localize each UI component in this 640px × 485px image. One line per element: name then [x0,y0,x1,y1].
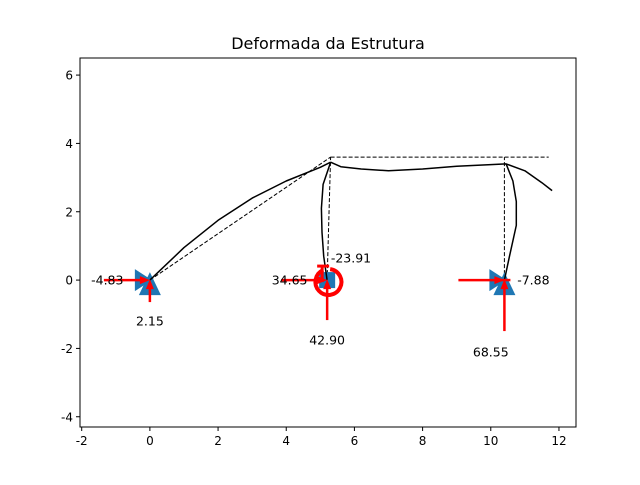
reaction-middle-vertical-arrowhead [323,279,332,290]
x-tick-label: 8 [419,434,427,448]
y-tick-label: 4 [65,137,73,151]
x-tick-label: 0 [146,434,154,448]
reaction-right-horizontal-arrowhead [494,276,505,285]
y-tick-label: -4 [61,410,73,424]
undeformed-member-2 [326,157,332,281]
deformed-member-1 [149,161,331,281]
x-axis-ticks: -2 0 2 4 6 8 10 12 [76,427,567,448]
x-tick-label: -2 [76,434,88,448]
plot-content [103,156,553,332]
axes-frame [79,57,577,428]
reaction-left-horizontal-arrowhead [139,276,150,285]
x-tick-label: 6 [351,434,359,448]
reaction-middle-vertical-label: 42.90 [309,332,345,347]
reaction-right-horizontal-label: -7.88 [517,273,549,288]
x-tick-label: 4 [282,434,290,448]
x-tick-label: 10 [483,434,498,448]
reaction-right-vertical-label: 68.55 [473,344,509,359]
x-tick-label: 2 [214,434,222,448]
y-tick-label: -2 [61,342,73,356]
y-axis-ticks: -4 -2 0 2 4 6 [61,69,80,424]
reaction-labels: -4.83 2.15 34.65 42.90 -23.91 -7.88 68.55 [91,250,549,359]
undeformed-member-1 [149,156,331,281]
reaction-left-vertical-label: 2.15 [136,314,164,329]
reaction-right-vertical-arrowhead [500,279,509,290]
plot-layer: -4.83 2.15 34.65 42.90 -23.91 -7.88 68.55 [91,156,553,359]
y-tick-label: 2 [65,205,73,219]
reaction-middle-horizontal-label: 34.65 [272,273,308,288]
deformed-member-3 [330,161,553,192]
reaction-left-horizontal-label: -4.83 [91,273,123,288]
y-tick-label: 0 [65,274,73,288]
reaction-left-vertical-arrowhead [145,279,154,290]
reaction-middle-moment-label: -23.91 [331,250,371,265]
plot-title: Deformada da Estrutura [231,34,425,53]
y-tick-label: 6 [65,69,73,83]
deformed-member-2 [320,161,332,281]
x-tick-label: 12 [551,434,566,448]
deformed-member-4 [503,163,518,281]
reaction-middle-moment-arc [313,267,344,297]
